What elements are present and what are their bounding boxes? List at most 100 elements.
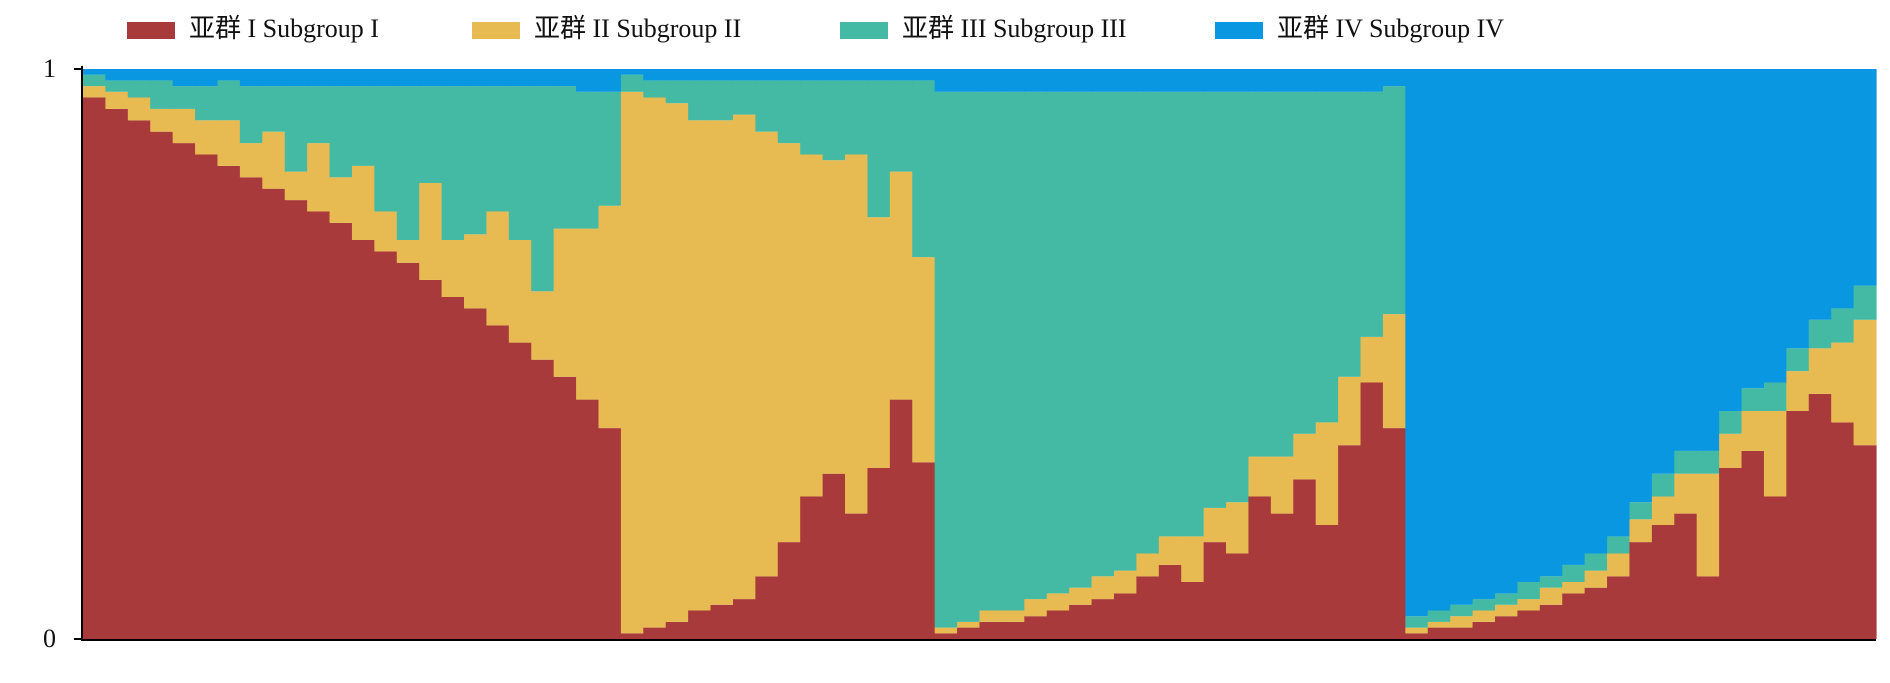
bar-segment <box>1293 433 1317 480</box>
bar-segment <box>1360 69 1384 92</box>
bar-segment <box>710 69 734 81</box>
bar-segment <box>1136 576 1160 639</box>
legend-swatch <box>840 22 888 39</box>
bar-segment <box>83 69 107 75</box>
bar-segment <box>1181 536 1205 582</box>
bar-segment <box>553 376 577 639</box>
bar-segment <box>1248 456 1272 497</box>
bar-segment <box>1046 593 1070 611</box>
bar-segment <box>1338 69 1362 92</box>
bar-segment <box>1786 69 1810 349</box>
bar-segment <box>912 80 936 258</box>
bar-segment <box>508 69 532 87</box>
bar-segment <box>1494 616 1518 639</box>
bar-segment <box>1001 91 1025 611</box>
bar-segment <box>1494 604 1518 617</box>
bar-segment <box>1629 542 1653 639</box>
bar-segment <box>1136 69 1160 92</box>
bar-segment <box>1203 507 1227 543</box>
bar-segment <box>1113 69 1137 92</box>
legend-label: 亚群 I Subgroup I <box>189 14 379 43</box>
bar-segment <box>1539 604 1563 639</box>
bar-segment <box>284 69 308 87</box>
bar-segment <box>1113 593 1137 639</box>
bar-segment <box>688 120 712 611</box>
bar-segment <box>979 91 1003 611</box>
bar-segment <box>150 69 174 81</box>
bar-segment <box>486 86 510 212</box>
bar-segment <box>800 496 824 639</box>
bar-segment <box>150 131 174 639</box>
bar-segment <box>284 200 308 639</box>
bar-segment <box>486 69 510 87</box>
bar-segment <box>1741 69 1765 389</box>
bar-segment <box>620 74 644 92</box>
bar-segment <box>1046 91 1070 594</box>
bar-segment <box>777 143 801 543</box>
bar-segment <box>1674 69 1698 451</box>
bar-segment <box>105 108 129 639</box>
bar-segment <box>1696 450 1720 474</box>
bar-segment <box>1091 576 1115 600</box>
legend-label: 亚群 IV Subgroup IV <box>1277 14 1504 43</box>
bar-segment <box>239 86 263 144</box>
bar-segment <box>732 80 756 115</box>
legend-swatch <box>1215 22 1263 39</box>
bar-segment <box>464 308 488 639</box>
bar-segment <box>531 359 555 639</box>
bar-segment <box>1853 285 1877 320</box>
bar-segment <box>464 69 488 87</box>
bar-segment <box>800 69 824 81</box>
bar-segment <box>934 91 958 628</box>
bar-segment <box>912 69 936 81</box>
bar-segment <box>665 621 689 639</box>
bar-segment <box>195 86 219 121</box>
bar-segment <box>1024 599 1048 617</box>
bar-segment <box>1786 411 1810 639</box>
bar-segment <box>598 205 622 429</box>
bar-segment <box>845 154 869 514</box>
bar-segment <box>105 80 129 92</box>
bar-segment <box>329 222 353 639</box>
bar-segment <box>1562 582 1586 594</box>
bar-segment <box>441 297 465 639</box>
bar-segment <box>262 69 286 87</box>
bar-segment <box>867 69 891 81</box>
bar-segment <box>239 143 263 178</box>
bar-segment <box>83 97 107 639</box>
bar-segment <box>1719 468 1743 639</box>
bar-segment <box>732 69 756 81</box>
bar-segment <box>1158 536 1182 565</box>
bar-segment <box>262 188 286 639</box>
bar-segment <box>307 69 331 87</box>
bar-segment <box>1046 69 1070 92</box>
bar-segment <box>934 69 958 92</box>
bar-segment <box>1808 319 1832 349</box>
bar-segment <box>1203 542 1227 639</box>
bar-segment <box>665 69 689 81</box>
bar-segment <box>1763 496 1787 639</box>
bar-segment <box>1607 69 1631 537</box>
bar-segment <box>1001 610 1025 622</box>
bar-segment <box>1158 564 1182 639</box>
bar-segment <box>329 86 353 178</box>
bar-segment <box>1226 69 1250 92</box>
bar-segment <box>508 86 532 240</box>
bar-segment <box>1136 91 1160 554</box>
bar-segment <box>1046 610 1070 639</box>
bar-segment <box>508 240 532 343</box>
bar-segment <box>1674 513 1698 639</box>
bar-segment <box>867 80 891 218</box>
bar-segment <box>351 69 375 87</box>
bar-segment <box>1517 599 1541 611</box>
y-tick-label: 1 <box>43 54 56 83</box>
bar-segment <box>127 69 151 81</box>
bar-segment <box>1382 86 1406 315</box>
bar-segment <box>755 131 779 577</box>
bar-segment <box>262 86 286 132</box>
bar-segment <box>419 279 443 639</box>
bar-segment <box>1472 610 1496 622</box>
bar-segment <box>755 80 779 132</box>
bar-segment <box>1024 69 1048 92</box>
bar-segment <box>643 80 667 98</box>
